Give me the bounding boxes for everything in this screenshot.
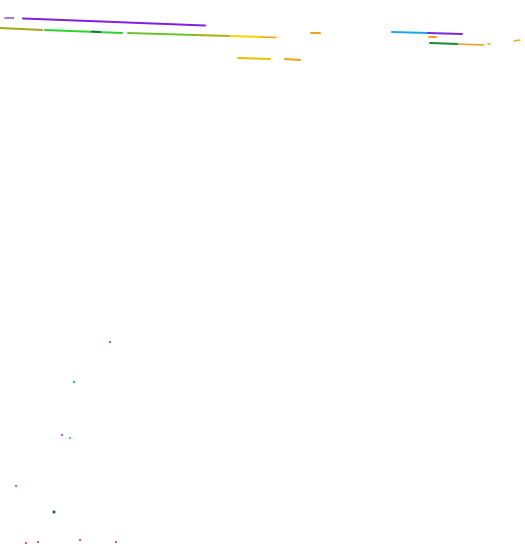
dot — [15, 485, 17, 487]
dot — [61, 434, 63, 436]
dot — [79, 539, 81, 541]
dot — [72, 380, 76, 384]
stroke — [237, 57, 271, 60]
stroke — [229, 35, 263, 38]
dot — [52, 510, 56, 514]
stroke — [513, 39, 521, 42]
stroke — [457, 43, 485, 46]
stroke — [127, 32, 196, 36]
stroke — [427, 32, 463, 35]
stroke — [194, 34, 231, 37]
stroke — [429, 42, 459, 45]
stroke — [0, 27, 43, 31]
stroke — [391, 31, 429, 34]
stroke — [261, 36, 277, 39]
dot — [115, 541, 117, 543]
stroke — [44, 29, 123, 34]
stroke — [284, 58, 301, 61]
stroke — [91, 30, 101, 33]
stroke — [22, 17, 206, 27]
dot — [69, 437, 71, 439]
dot — [37, 541, 39, 543]
dot — [109, 341, 111, 343]
